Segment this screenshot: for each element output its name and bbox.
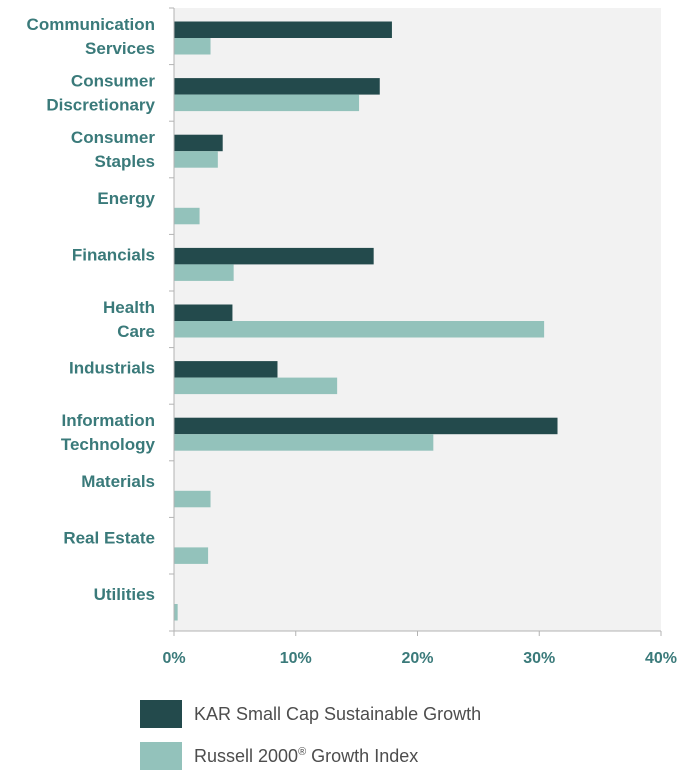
bar-russell — [174, 207, 200, 225]
bar-russell — [174, 604, 178, 621]
category-label: Utilities — [94, 585, 155, 604]
category-label: Energy — [97, 189, 155, 208]
category-label: Industrials — [69, 359, 155, 378]
category-label: Real Estate — [63, 528, 155, 547]
bar-russell — [174, 151, 218, 168]
bar-russell — [174, 547, 209, 564]
bar-russell — [174, 490, 211, 508]
bar-kar — [174, 78, 380, 95]
category-label: Materials — [81, 472, 155, 491]
bar-kar — [174, 134, 223, 152]
bar-russell — [174, 377, 338, 395]
category-label: Consumer Discretionary — [46, 72, 155, 115]
legend-swatch-russell — [140, 742, 182, 770]
x-tick-label: 40% — [645, 650, 677, 667]
legend: KAR Small Cap Sustainable Growth Russell… — [140, 700, 640, 770]
category-label: Communication Services — [27, 15, 155, 58]
bar-kar — [174, 247, 374, 265]
category-label: Financials — [72, 245, 155, 264]
bar-russell — [174, 264, 234, 281]
category-label: Consumer Staples — [71, 128, 155, 171]
bar-kar — [174, 304, 233, 321]
x-tick-label: 0% — [162, 650, 185, 667]
x-tick-label: 10% — [280, 650, 312, 667]
x-tick-label: 30% — [523, 650, 555, 667]
sector-bar-chart: Communication Services Consumer Discretiona… — [27, 7, 677, 667]
bar-russell — [174, 321, 545, 338]
bar-kar — [174, 361, 278, 378]
plot-background — [174, 8, 661, 631]
bar-kar — [174, 21, 392, 38]
legend-swatch-kar — [140, 700, 182, 728]
bar-russell — [174, 434, 434, 451]
legend-item-russell: Russell 2000® Growth Index — [140, 742, 418, 770]
x-tick-label: 20% — [401, 650, 433, 667]
legend-label-kar: KAR Small Cap Sustainable Growth — [194, 703, 482, 724]
category-label: Health Care — [103, 298, 155, 341]
legend-label-russell: Russell 2000® Growth Index — [194, 745, 419, 766]
legend-item-kar: KAR Small Cap Sustainable Growth — [140, 700, 481, 728]
bar-kar — [174, 417, 558, 435]
bar-russell — [174, 94, 360, 112]
category-label: Information Technology — [61, 411, 156, 454]
bar-russell — [174, 38, 211, 55]
